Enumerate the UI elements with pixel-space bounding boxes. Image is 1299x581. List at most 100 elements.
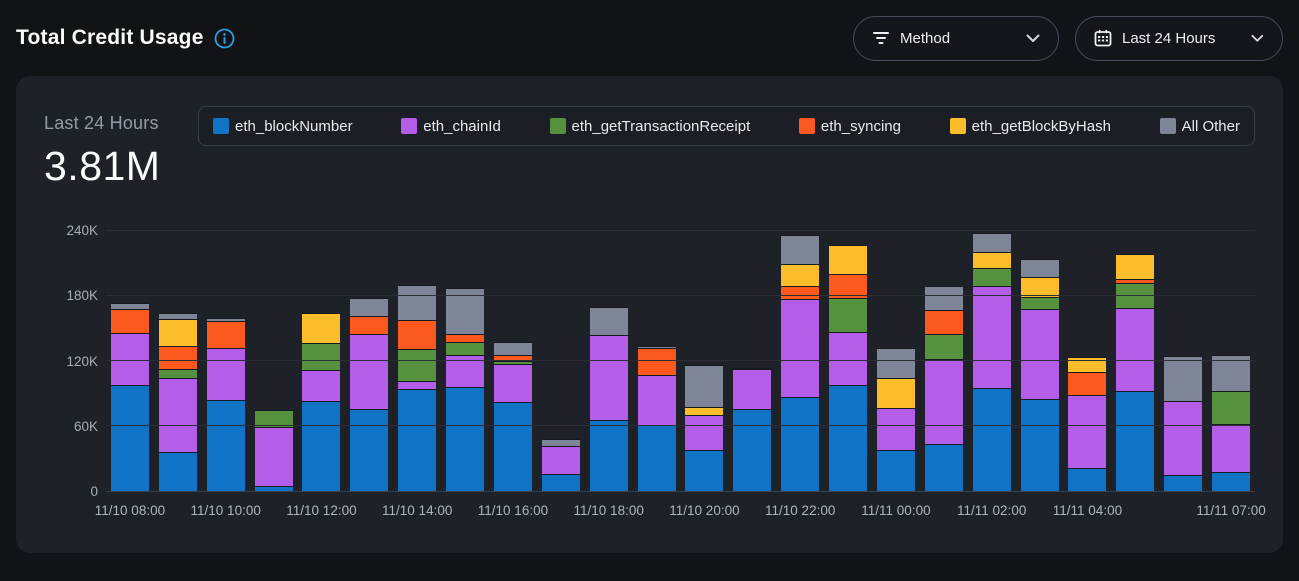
bar-segment-All Other [876,348,915,379]
legend-item-All Other[interactable]: All Other [1159,117,1240,135]
x-tick-label: 11/11 02:00 [957,503,1027,518]
legend-label: eth_blockNumber [235,117,353,135]
bar-segment-eth_blockNumber [1020,398,1059,491]
method-filter-dropdown[interactable]: Method [853,15,1059,61]
legend-label: All Other [1181,117,1240,135]
bar-segment-eth_getBlockByHash [302,313,341,343]
bar-segment-eth_syncing [781,286,820,300]
stacked-bar [1020,231,1059,491]
bar-segment-eth_getBlockByHash [685,406,724,416]
time-range-dropdown[interactable]: Last 24 Hours [1075,15,1283,61]
bar-segment-eth_getTransactionReceipt [398,349,437,381]
legend-item-eth_blockNumber[interactable]: eth_blockNumber [213,118,353,135]
bar-segment-eth_getTransactionReceipt [302,342,341,370]
x-tick-label: 11/10 10:00 [190,503,261,518]
bar-segment-eth_chainId [302,369,341,402]
bar-segment-eth_chainId [1212,423,1251,472]
bar-segment-eth_blockNumber [876,449,915,491]
bar-slot[interactable]: 11/10 10:00 [191,231,261,518]
bar-segment-eth_chainId [637,375,676,425]
bar-slot[interactable]: 11/10 16:00 [478,231,548,518]
bar-segment-eth_getBlockByHash [1116,253,1155,279]
bar-slot[interactable]: 11/11 04:00 [1053,231,1122,518]
bar-segment-eth_blockNumber [446,387,485,491]
stacked-bar [110,231,149,491]
bar-slot[interactable] [441,231,489,491]
bar-slot[interactable] [920,231,968,491]
bar-segment-All Other [350,298,389,316]
bar-segment-eth_blockNumber [637,424,676,491]
stacked-bar [541,231,580,491]
gridline [106,295,1255,296]
x-tick-label: 11/11 04:00 [1052,503,1123,518]
bar-segment-eth_chainId [1116,307,1155,392]
legend-item-eth_getTransactionReceipt[interactable]: eth_getTransactionReceipt [549,118,750,135]
bar-segment-eth_syncing [158,345,197,369]
bar-segment-eth_chainId [206,348,245,400]
bar-segment-eth_syncing [350,315,389,334]
legend-swatch [798,118,815,134]
stacked-bar [1212,231,1251,491]
x-tick-label: 11/10 20:00 [669,503,740,518]
stacked-bar [589,231,628,491]
bar-slot[interactable] [633,231,681,491]
bar-segment-All Other [110,302,149,310]
legend-item-eth_getBlockByHash[interactable]: eth_getBlockByHash [949,117,1111,135]
info-icon[interactable] [214,28,235,49]
page-header: Total Credit Usage Method [16,0,1283,76]
bar-segment-eth_blockNumber [1164,474,1203,491]
bar-slot[interactable] [537,231,585,491]
bar-slot[interactable] [154,231,202,491]
bar-segment-eth_chainId [254,427,293,486]
bar-slot[interactable] [728,231,776,491]
bar-segment-eth_getBlockByHash [158,318,197,346]
bar-slot[interactable] [345,231,393,491]
legend-swatch [213,118,229,134]
x-tick-label: 11/10 18:00 [573,503,644,518]
legend-swatch [1159,118,1176,134]
stacked-bar [302,231,341,491]
bar-slot[interactable]: 11/10 22:00 [765,231,835,518]
chart-legend: eth_blockNumber eth_chainId eth_getTransac… [198,106,1255,146]
y-tick-label: 240K [66,223,98,238]
x-tick-label: 11/11 00:00 [861,503,931,518]
bar-slot[interactable]: 11/10 12:00 [286,231,357,518]
bar-segment-eth_blockNumber [254,485,293,491]
bar-slot[interactable]: 11/11 00:00 [861,231,931,518]
bar-segment-eth_getTransactionReceipt [446,341,485,355]
bar-slot[interactable]: 11/11 02:00 [957,231,1026,518]
bar-slot[interactable]: 11/10 14:00 [382,231,452,518]
bar-segment-eth_getBlockByHash [781,263,820,287]
legend-item-eth_chainId[interactable]: eth_chainId [401,118,501,135]
bar-slot[interactable]: 11/10 18:00 [574,231,644,518]
legend-item-eth_syncing[interactable]: eth_syncing [798,118,901,135]
stacked-bar-chart: 0 60K 120K 180K 240K 11/10 08:00 11/10 10:00 1… [44,223,1266,518]
bar-slot[interactable]: 11/11 07:00 [1196,231,1266,518]
legend-label: eth_getBlockByHash [971,117,1111,135]
stacked-bar [446,231,485,491]
bar-slot[interactable]: 11/10 08:00 [95,231,165,518]
bar-segment-eth_blockNumber [110,384,149,491]
bar-segment-eth_blockNumber [924,444,963,491]
bar-segment-eth_chainId [350,333,389,409]
bar-segment-All Other [637,345,676,349]
bar-slot[interactable] [1111,231,1159,491]
bar-slot[interactable]: 11/10 20:00 [669,231,740,518]
bar-segment-eth_chainId [733,368,772,409]
bar-segment-All Other [972,233,1011,252]
bar-segment-eth_getBlockByHash [829,245,868,275]
stacked-bar [733,231,772,491]
bar-segment-eth_getBlockByHash [1068,356,1107,372]
usage-summary: Last 24 Hours 3.81M [44,106,198,190]
bar-slot[interactable] [824,231,872,491]
plot-area: 11/10 08:00 11/10 10:00 11/10 12:00 11/10 1… [95,230,1266,518]
bar-segment-eth_chainId [1020,309,1059,399]
bar-slot[interactable] [1159,231,1207,491]
bar-slot[interactable] [250,231,298,491]
stacked-bar [876,231,915,491]
stacked-bar [493,231,532,491]
bar-segment-eth_syncing [206,320,245,348]
bar-segment-eth_chainId [158,378,197,452]
bar-slot[interactable] [1016,231,1064,491]
